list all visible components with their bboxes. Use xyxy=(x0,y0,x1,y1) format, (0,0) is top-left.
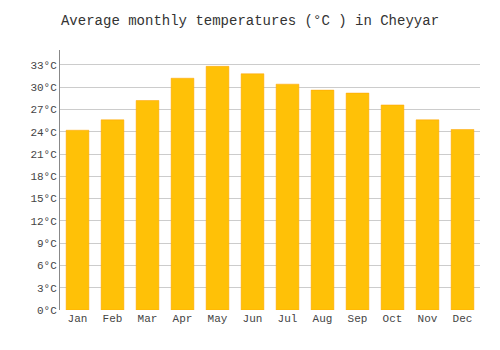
svg-text:15°C: 15°C xyxy=(30,193,57,205)
svg-text:Dec: Dec xyxy=(453,313,473,325)
svg-text:Sep: Sep xyxy=(348,313,368,325)
svg-text:May: May xyxy=(208,313,228,325)
svg-text:Jul: Jul xyxy=(278,313,298,325)
svg-text:9°C: 9°C xyxy=(37,238,57,250)
svg-text:30°C: 30°C xyxy=(30,82,57,94)
svg-text:Apr: Apr xyxy=(173,313,193,325)
svg-text:33°C: 33°C xyxy=(30,60,57,72)
svg-text:0°C: 0°C xyxy=(37,305,57,317)
svg-text:Mar: Mar xyxy=(138,313,158,325)
svg-text:12°C: 12°C xyxy=(30,216,57,228)
svg-text:Jun: Jun xyxy=(243,313,263,325)
svg-text:Oct: Oct xyxy=(383,313,403,325)
svg-text:6°C: 6°C xyxy=(37,260,57,272)
svg-text:3°C: 3°C xyxy=(37,283,57,295)
svg-text:Feb: Feb xyxy=(103,313,123,325)
svg-text:24°C: 24°C xyxy=(30,127,57,139)
svg-text:Nov: Nov xyxy=(418,313,438,325)
svg-text:18°C: 18°C xyxy=(30,171,57,183)
svg-text:Jan: Jan xyxy=(68,313,88,325)
svg-text:21°C: 21°C xyxy=(30,149,57,161)
svg-text:Aug: Aug xyxy=(313,313,333,325)
svg-text:Average monthly temperatures (: Average monthly temperatures (°C ) in Ch… xyxy=(61,13,439,29)
svg-text:27°C: 27°C xyxy=(30,104,57,116)
